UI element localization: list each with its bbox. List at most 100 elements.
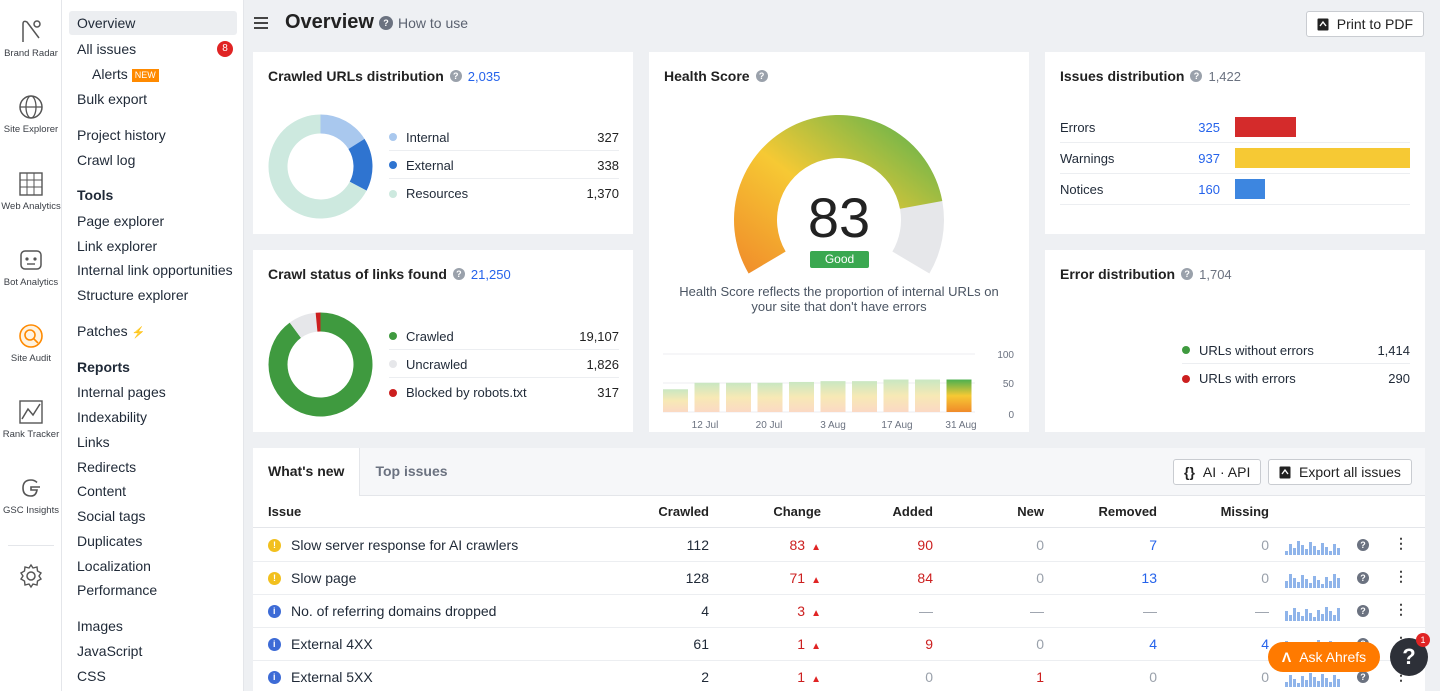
health-history-bar[interactable] bbox=[946, 379, 972, 412]
health-history-bar[interactable] bbox=[883, 379, 909, 412]
nav-all-issues[interactable]: All issues bbox=[77, 41, 137, 57]
health-history-bar[interactable] bbox=[820, 381, 846, 412]
rail-web-analytics[interactable]: Web Analytics bbox=[0, 171, 62, 212]
change-value[interactable]: 3 ▲ bbox=[797, 603, 821, 619]
removed-value[interactable]: 4 bbox=[1149, 636, 1157, 652]
crawled-value[interactable]: 4 bbox=[701, 603, 709, 619]
nav-duplicates[interactable]: Duplicates bbox=[77, 533, 143, 549]
help-icon[interactable]: ? bbox=[1357, 605, 1369, 617]
new-value[interactable]: 0 bbox=[1036, 636, 1044, 652]
removed-value[interactable]: 0 bbox=[1149, 669, 1157, 685]
issue-name[interactable]: No. of referring domains dropped bbox=[291, 603, 497, 619]
help-icon[interactable]: ? bbox=[1357, 572, 1369, 584]
change-value[interactable]: 71 ▲ bbox=[790, 570, 821, 586]
col-change[interactable]: Change bbox=[773, 504, 821, 519]
col-crawled[interactable]: Crawled bbox=[658, 504, 709, 519]
change-value[interactable]: 83 ▲ bbox=[790, 537, 821, 553]
rail-settings[interactable] bbox=[0, 563, 62, 593]
help-icon[interactable]: ? bbox=[452, 268, 465, 280]
health-history-bar[interactable] bbox=[915, 379, 940, 412]
col-missing[interactable]: Missing bbox=[1220, 504, 1269, 519]
missing-value[interactable]: 4 bbox=[1261, 636, 1269, 652]
ai-api-button[interactable]: {} AI · API bbox=[1173, 459, 1262, 485]
issues-dist-row[interactable]: Warnings 937 bbox=[1060, 143, 1410, 174]
missing-value[interactable]: 0 bbox=[1261, 537, 1269, 553]
legend-row-resources[interactable]: Resources 1,370 bbox=[389, 180, 619, 207]
how-to-use-link[interactable]: ? How to use bbox=[379, 15, 468, 31]
nav-patches[interactable]: Patches ⚡ bbox=[77, 322, 145, 342]
legend-row-crawled[interactable]: Crawled 19,107 bbox=[389, 323, 619, 350]
more-options-icon[interactable]: ⋮ bbox=[1394, 535, 1408, 551]
nav-performance[interactable]: Performance bbox=[77, 582, 158, 598]
trend-sparkline[interactable] bbox=[1285, 667, 1341, 687]
nav-link-explorer[interactable]: Link explorer bbox=[77, 238, 158, 254]
issues-dist-value[interactable]: 325 bbox=[1198, 119, 1220, 135]
help-icon[interactable]: ? bbox=[1357, 671, 1369, 683]
help-icon[interactable]: ? bbox=[1357, 539, 1369, 551]
removed-value[interactable]: 7 bbox=[1149, 537, 1157, 553]
table-row[interactable]: i External 5XX 2 1 ▲ 0 1 0 0? ⋮ bbox=[253, 661, 1425, 691]
issue-name[interactable]: External 4XX bbox=[291, 636, 373, 652]
legend-row-internal[interactable]: Internal 327 bbox=[389, 124, 619, 151]
trend-sparkline[interactable] bbox=[1285, 568, 1341, 588]
crawl-status-count[interactable]: 21,250 bbox=[470, 266, 511, 282]
legend-row-without-errors[interactable]: URLs without errors 1,414 bbox=[1182, 337, 1410, 364]
added-value[interactable]: 84 bbox=[917, 570, 933, 586]
crawled-value[interactable]: 128 bbox=[685, 570, 709, 586]
trend-sparkline[interactable] bbox=[1285, 601, 1341, 621]
more-options-icon[interactable]: ⋮ bbox=[1394, 601, 1408, 617]
nav-links[interactable]: Links bbox=[77, 434, 110, 450]
tab-top-issues[interactable]: Top issues bbox=[375, 463, 448, 479]
health-history-bar[interactable] bbox=[663, 389, 688, 412]
added-value[interactable]: — bbox=[919, 603, 933, 619]
nav-overview[interactable]: Overview bbox=[69, 11, 237, 35]
nav-localization[interactable]: Localization bbox=[77, 558, 151, 574]
rail-site-explorer[interactable]: Site Explorer bbox=[0, 94, 62, 135]
nav-alerts[interactable]: Alerts NEW bbox=[92, 65, 159, 83]
nav-crawl-log[interactable]: Crawl log bbox=[77, 152, 136, 168]
rail-site-audit[interactable]: Site Audit bbox=[0, 323, 62, 364]
help-icon[interactable]: ? bbox=[449, 70, 462, 82]
col-issue[interactable]: Issue bbox=[268, 504, 302, 519]
help-icon[interactable]: ? bbox=[1190, 70, 1203, 82]
help-icon[interactable]: ? bbox=[1181, 268, 1194, 280]
print-to-pdf-button[interactable]: Print to PDF bbox=[1305, 11, 1424, 37]
crawl-status-slice[interactable] bbox=[268, 312, 373, 417]
health-history-bar[interactable] bbox=[789, 381, 814, 412]
crawled-urls-slice[interactable] bbox=[348, 138, 373, 191]
change-value[interactable]: 1 ▲ bbox=[797, 636, 821, 652]
col-added[interactable]: Added bbox=[892, 504, 933, 519]
menu-icon[interactable] bbox=[253, 15, 269, 31]
export-all-issues-button[interactable]: Export all issues bbox=[1268, 459, 1412, 485]
crawled-value[interactable]: 2 bbox=[701, 669, 709, 685]
issue-name[interactable]: External 5XX bbox=[291, 669, 373, 685]
nav-css[interactable]: CSS bbox=[77, 668, 106, 684]
new-value[interactable]: — bbox=[1030, 603, 1044, 619]
missing-value[interactable]: 0 bbox=[1261, 570, 1269, 586]
rail-rank-tracker[interactable]: Rank Tracker bbox=[0, 399, 62, 440]
change-value[interactable]: 1 ▲ bbox=[797, 669, 821, 685]
nav-internal-link-opportunities[interactable]: Internal link opportunities bbox=[77, 262, 233, 278]
crawled-urls-slice[interactable] bbox=[320, 114, 365, 149]
table-row[interactable]: i No. of referring domains dropped 4 3 ▲ — — — —… bbox=[253, 595, 1425, 628]
nav-structure-explorer[interactable]: Structure explorer bbox=[77, 287, 189, 303]
new-value[interactable]: 1 bbox=[1036, 669, 1044, 685]
health-history-bar[interactable] bbox=[852, 381, 877, 412]
more-options-icon[interactable]: ⋮ bbox=[1394, 568, 1408, 584]
issues-dist-value[interactable]: 160 bbox=[1198, 181, 1220, 197]
issues-dist-value[interactable]: 937 bbox=[1198, 150, 1220, 166]
issue-name[interactable]: Slow page bbox=[291, 570, 357, 586]
health-history-bar[interactable] bbox=[694, 382, 720, 412]
crawl-status-slice[interactable] bbox=[315, 312, 321, 332]
nav-javascript[interactable]: JavaScript bbox=[77, 643, 143, 659]
nav-indexability[interactable]: Indexability bbox=[77, 409, 148, 425]
nav-redirects[interactable]: Redirects bbox=[77, 459, 137, 475]
nav-bulk-export[interactable]: Bulk export bbox=[77, 91, 148, 107]
table-row[interactable]: ! Slow server response for AI crawlers 112… bbox=[253, 529, 1425, 562]
issue-name[interactable]: Slow server response for AI crawlers bbox=[291, 537, 519, 553]
crawled-value[interactable]: 112 bbox=[686, 537, 709, 553]
legend-row-blocked[interactable]: Blocked by robots.txt 317 bbox=[389, 379, 619, 406]
help-icon[interactable]: ? bbox=[755, 70, 768, 82]
legend-row-with-errors[interactable]: URLs with errors 290 bbox=[1182, 365, 1410, 392]
